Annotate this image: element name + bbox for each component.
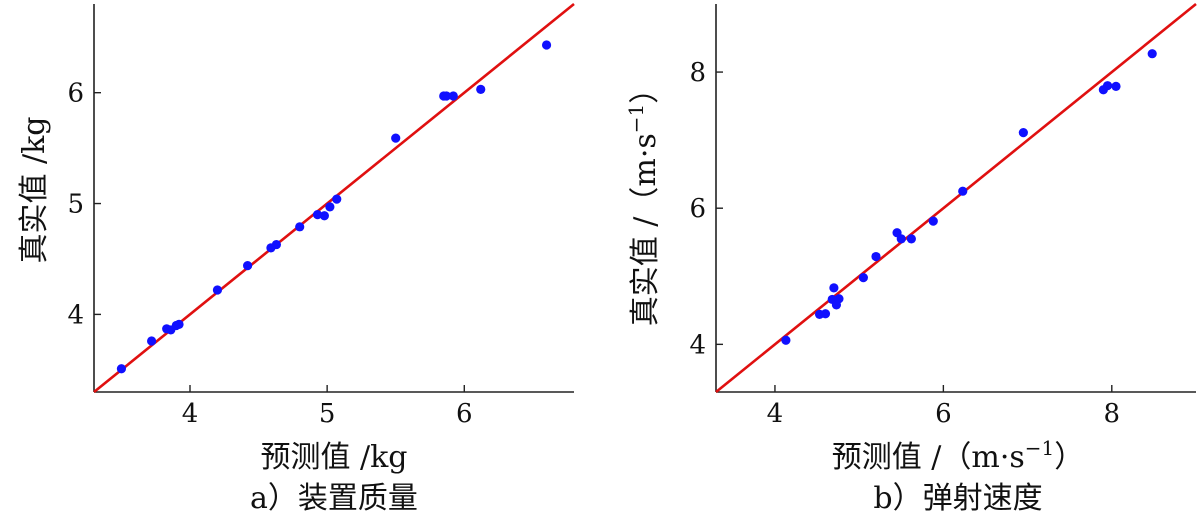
- panel-a-points: [116, 40, 552, 374]
- panel-a-data-point: [325, 202, 335, 212]
- panel-b-x-tick-label: 8: [1104, 399, 1121, 429]
- panel-b-data-point: [1147, 49, 1157, 59]
- panel-a-data-point: [212, 285, 223, 295]
- panel-a-data-point: [147, 336, 157, 346]
- panel-b-y-axis-title-end: ）: [628, 74, 663, 104]
- panel-b-data-point: [1102, 81, 1113, 91]
- panel-b-x-axis-title-sup: −1: [1025, 436, 1054, 460]
- panel-b-data-point: [781, 335, 791, 345]
- panel-a-x-tick-label: 4: [182, 399, 199, 429]
- panel-b-y-axis-title: 真实值 /（m·s−1）: [624, 74, 663, 327]
- panel-b-data-point: [896, 234, 906, 244]
- panel-a-data-point: [541, 40, 552, 50]
- panel-b-data-point: [1018, 128, 1028, 138]
- panel-a-data-point: [391, 133, 401, 143]
- panel-b-data-point: [834, 294, 844, 304]
- panel-a-y-axis-title: 真实值 /kg: [17, 116, 52, 263]
- panel-b-y-tick-label: 8: [689, 58, 706, 88]
- panel-a-caption: a）装置质量: [250, 481, 418, 516]
- panel-b-data-point: [1111, 81, 1121, 91]
- panel-a-ticks: 4 5 6 4 5 6: [67, 79, 472, 429]
- panel-b-points: [781, 49, 1157, 345]
- panel-b-axes: [715, 4, 1196, 393]
- panel-a-data-point: [295, 222, 305, 232]
- panel-b-y-axis-title-sup: −1: [624, 104, 648, 133]
- panel-b-reference-line: [715, 2, 1197, 394]
- panel-a-data-point: [174, 319, 184, 329]
- panel-b-data-point: [820, 309, 831, 319]
- panel-a-x-tick-label: 5: [319, 399, 336, 429]
- panel-a-y-tick-label: 5: [67, 190, 84, 220]
- panel-b-caption: b）弹射速度: [873, 481, 1042, 516]
- panel-b-data-point: [906, 234, 916, 244]
- panel-b-ticks: 4 6 8 4 6 8: [689, 58, 1120, 429]
- panel-a-data-point: [319, 211, 329, 221]
- panel-a-chart: 4 5 6 4 5 6 预测值 /kg 真实值 /kg a）装置质量: [17, 2, 575, 516]
- panel-b-data-point: [928, 216, 938, 226]
- panel-a-axes: [93, 4, 574, 393]
- panel-a-data-point: [448, 91, 458, 101]
- panel-a-x-tick-label: 6: [456, 399, 473, 429]
- panel-b-data-point: [958, 186, 968, 196]
- panel-a-y-tick-label: 6: [67, 79, 84, 109]
- panel-b-y-tick-label: 4: [689, 330, 706, 360]
- panel-b-data-point: [829, 283, 839, 293]
- panel-a-data-point: [312, 210, 323, 220]
- panel-b-x-tick-label: 4: [767, 399, 784, 429]
- panel-b-x-axis-title-end: ）: [1054, 440, 1084, 475]
- panel-b-data-point: [858, 273, 868, 283]
- panel-b-x-tick-label: 6: [935, 399, 952, 429]
- panel-b-x-axis-title: 预测值 /（m·s−1）: [832, 436, 1085, 475]
- panel-a-data-point: [243, 261, 253, 271]
- panel-a-y-tick-label: 4: [67, 300, 84, 330]
- panel-b-x-axis-title-main: 预测值 /（m·s: [832, 440, 1025, 475]
- panel-a-data-point: [271, 239, 281, 250]
- panel-a-data-point: [332, 194, 342, 204]
- panel-b-y-tick-label: 6: [689, 194, 706, 224]
- panel-b-y-axis-title-main: 真实值 /（m·s: [628, 133, 663, 326]
- panel-a-data-point: [476, 84, 486, 94]
- panel-a-data-point: [441, 91, 452, 101]
- panel-b-data-point: [871, 251, 881, 262]
- panel-a-x-axis-title: 预测值 /kg: [260, 440, 407, 475]
- panel-a-data-point: [116, 364, 127, 374]
- panel-b-fit-line: [715, 2, 1197, 394]
